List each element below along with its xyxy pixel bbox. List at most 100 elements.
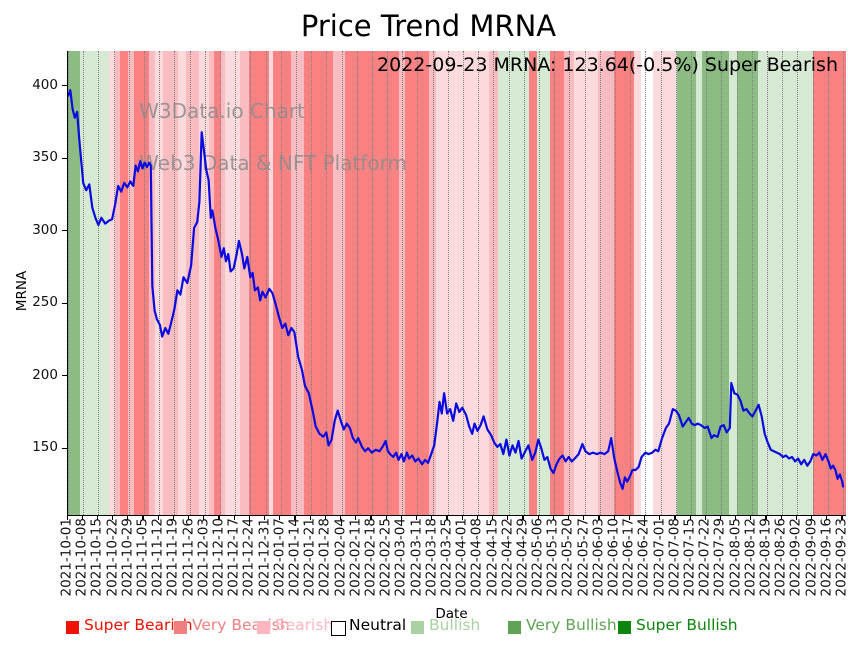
- x-tick-label: 2022-08-12: [742, 518, 759, 597]
- x-tick-label: 2021-10-22: [104, 518, 121, 597]
- x-tick-label: 2022-02-18: [362, 518, 379, 597]
- watermark-line1: W3Data.io Chart: [139, 99, 305, 123]
- gridline: [68, 51, 69, 515]
- y-tick-mark: [61, 85, 67, 87]
- gridline: [478, 51, 480, 515]
- sentiment-band-very_bearish: [488, 51, 499, 515]
- x-tick-label: 2021-11-12: [149, 518, 166, 597]
- x-tick-mark: [795, 515, 798, 520]
- x-tick-mark: [203, 515, 205, 520]
- gridline: [736, 51, 738, 515]
- x-tick-mark: [142, 515, 144, 520]
- x-tick-mark: [370, 515, 372, 520]
- x-tick-mark: [826, 515, 828, 520]
- sentiment-band-bearish: [574, 51, 599, 515]
- x-tick-mark: [689, 515, 691, 520]
- x-tick-label: 2022-04-01: [453, 518, 470, 597]
- x-tick-label: 2022-04-15: [483, 518, 500, 597]
- gridline: [797, 51, 799, 515]
- sentiment-band-very_bearish: [185, 51, 199, 515]
- legend-label-bearish: Bearish: [275, 616, 334, 634]
- sentiment-band-very_bearish: [128, 51, 135, 515]
- last-point-annotation: 2022-09-23 MRNA: 123.64(-0.5%) Super Bea…: [377, 54, 838, 76]
- gridline: [782, 51, 784, 515]
- legend-swatch-super-bearish: [66, 621, 79, 634]
- sentiment-band-super_bearish: [529, 51, 537, 515]
- x-tick-label: 2022-04-29: [514, 518, 531, 597]
- sentiment-band-very_bearish: [564, 51, 574, 515]
- y-axis-label: MRNA: [14, 270, 31, 312]
- sentiment-band-bullish: [536, 51, 551, 515]
- x-tick-label: 2021-12-24: [240, 518, 257, 597]
- gridline: [569, 51, 571, 515]
- sentiment-band-super_bearish: [248, 51, 269, 515]
- x-tick-mark: [522, 515, 524, 520]
- x-tick-mark: [841, 515, 843, 520]
- gridline: [250, 51, 252, 515]
- gridline: [189, 51, 191, 515]
- x-tick-mark: [385, 515, 387, 520]
- x-tick-mark: [507, 515, 509, 520]
- gridline: [417, 51, 419, 515]
- x-tick-mark: [172, 515, 175, 520]
- x-tick-label: 2022-07-15: [681, 518, 698, 597]
- gridline: [706, 51, 708, 515]
- gridline: [615, 51, 617, 515]
- x-tick-label: 2022-09-23: [833, 518, 850, 597]
- gridline: [311, 51, 313, 515]
- x-tick-label: 2022-06-03: [590, 518, 607, 597]
- x-tick-mark: [643, 515, 646, 520]
- gridline: [751, 51, 753, 515]
- legend-label-super-bullish: Super Bullish: [636, 616, 738, 634]
- legend-swatch-super-bullish: [618, 621, 631, 634]
- x-tick-label: 2022-08-26: [772, 518, 789, 597]
- x-tick-mark: [491, 515, 494, 520]
- gridline: [630, 51, 632, 515]
- plot-area: W3Data.io Chart Web3 Data & NFT Platform…: [67, 51, 846, 516]
- y-tick-label: 200: [32, 366, 58, 383]
- gridline: [660, 51, 662, 515]
- sentiment-band-very_bearish: [115, 51, 120, 515]
- y-tick-mark: [61, 230, 67, 232]
- sentiment-band-super_bearish: [613, 51, 634, 515]
- sentiment-band-very_bullish: [68, 51, 81, 515]
- gridline: [599, 51, 601, 515]
- y-tick-label: 400: [32, 76, 58, 93]
- sentiment-band-very_bearish: [221, 51, 226, 515]
- sentiment-band-very_bearish: [399, 51, 406, 515]
- gridline: [554, 51, 556, 515]
- x-tick-label: 2022-09-09: [803, 518, 820, 597]
- sentiment-band-super_bearish: [213, 51, 222, 515]
- x-tick-label: 2022-08-19: [757, 518, 774, 597]
- x-tick-mark: [188, 515, 190, 520]
- x-tick-mark: [811, 515, 813, 520]
- x-tick-mark: [264, 515, 266, 520]
- legend-label-bullish: Bullish: [429, 616, 481, 634]
- x-tick-mark: [415, 515, 418, 520]
- x-tick-mark: [659, 515, 661, 520]
- x-tick-label: 2022-06-24: [635, 518, 652, 597]
- x-tick-label: 2021-12-03: [195, 518, 212, 597]
- gridline: [159, 51, 161, 515]
- legend-label-very-bullish: Very Bullish: [526, 616, 617, 634]
- sentiment-band-super_bearish: [405, 51, 429, 515]
- sentiment-band-bearish: [198, 51, 209, 515]
- x-tick-mark: [340, 515, 342, 520]
- gridline: [508, 51, 510, 515]
- x-tick-mark: [446, 515, 448, 520]
- gridline: [128, 51, 130, 515]
- x-tick-mark: [233, 515, 235, 520]
- x-tick-label: 2022-05-06: [529, 518, 546, 597]
- sentiment-band-bearish: [435, 51, 489, 515]
- x-tick-mark: [704, 515, 706, 520]
- sentiment-band-very_bearish: [291, 51, 304, 515]
- gridline: [812, 51, 814, 515]
- x-tick-mark: [66, 515, 68, 520]
- x-tick-mark: [294, 515, 296, 520]
- x-tick-label: 2022-01-28: [316, 518, 333, 597]
- price-line-chart: [68, 89, 845, 490]
- sentiment-band-bearish: [109, 51, 116, 515]
- gridline: [402, 51, 404, 515]
- sentiment-band-super_bearish: [119, 51, 128, 515]
